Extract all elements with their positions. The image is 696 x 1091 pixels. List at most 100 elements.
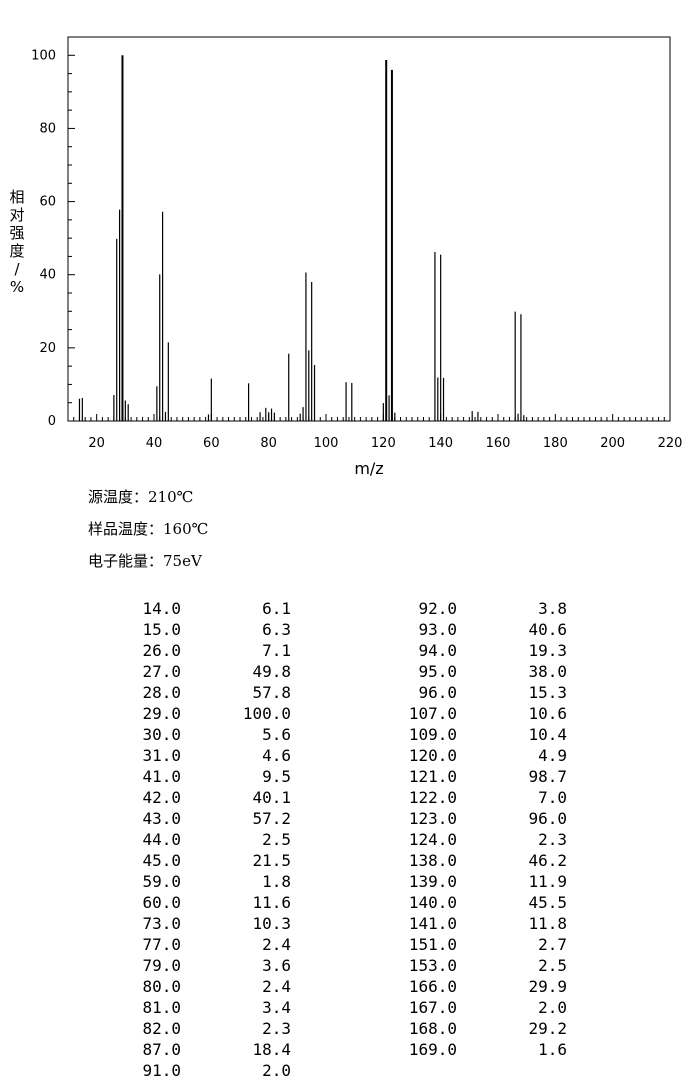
peak-table-row: 30.0 5.6 <box>0 724 300 745</box>
peak-table-row: 77.0 2.4 <box>0 934 300 955</box>
peak-table-row: 60.0 11.6 <box>0 892 300 913</box>
abundance-value: 3.8 <box>538 599 567 618</box>
mz-value: 28.0 <box>142 683 181 702</box>
sample-temperature: 样品温度：160℃ <box>88 520 209 538</box>
peak-table-row: 138.0 46.2 <box>0 850 600 871</box>
peak-table-row: 91.0 2.0 <box>0 1060 300 1081</box>
mz-value: 153.0 <box>408 956 457 975</box>
x-tick-label: 220 <box>658 436 683 451</box>
peak-table-row: 120.0 4.9 <box>0 745 600 766</box>
abundance-value: 46.2 <box>528 851 567 870</box>
y-tick-label: 0 <box>48 414 56 429</box>
mz-value: 124.0 <box>408 830 457 849</box>
y-tick-label: 20 <box>39 341 56 356</box>
abundance-value: 96.0 <box>528 809 567 828</box>
peak-table-row: 28.0 57.8 <box>0 682 300 703</box>
abundance-value: 2.5 <box>262 830 291 849</box>
abundance-value: 2.7 <box>538 935 567 954</box>
x-axis-label: m/z <box>354 459 383 478</box>
mz-value: 14.0 <box>142 599 181 618</box>
mz-value: 73.0 <box>142 914 181 933</box>
abundance-value: 4.6 <box>262 746 291 765</box>
abundance-value: 15.3 <box>528 683 567 702</box>
peak-table-row: 27.0 49.8 <box>0 661 300 682</box>
peak-table-row: 123.0 96.0 <box>0 808 600 829</box>
abundance-value: 11.8 <box>528 914 567 933</box>
mz-value: 169.0 <box>408 1040 457 1059</box>
mass-spectrum-chart: 20 40 60 80 100 120 140 160 180 200 220 0 20 40 60 80 10… <box>31 36 683 478</box>
abundance-value: 11.6 <box>252 893 291 912</box>
peak-table-row: 44.0 2.5 <box>0 829 300 850</box>
abundance-value: 10.6 <box>528 704 567 723</box>
peak-table-right: 92.0 3.8 93.0 40.6 94.0 19.3 95.0 38.0 96.0 15.3 1… <box>0 598 600 1060</box>
abundance-value: 2.0 <box>262 1061 291 1080</box>
peak-table-row: 96.0 15.3 <box>0 682 600 703</box>
abundance-value: 1.8 <box>262 872 291 891</box>
abundance-value: 57.8 <box>252 683 291 702</box>
mz-value: 91.0 <box>142 1061 181 1080</box>
abundance-value: 4.9 <box>538 746 567 765</box>
abundance-value: 5.6 <box>262 725 291 744</box>
source-temperature: 源温度：210℃ <box>88 488 194 506</box>
mz-value: 120.0 <box>408 746 457 765</box>
mz-value: 107.0 <box>408 704 457 723</box>
x-tick-label: 20 <box>88 436 105 451</box>
mz-value: 96.0 <box>418 683 457 702</box>
y-axis-label-char: 强 <box>9 224 25 242</box>
electron-energy: 电子能量：75eV <box>88 552 202 570</box>
mz-value: 44.0 <box>142 830 181 849</box>
mz-value: 41.0 <box>142 767 181 786</box>
mz-value: 80.0 <box>142 977 181 996</box>
abundance-value: 2.4 <box>262 977 291 996</box>
peak-table-row: 94.0 19.3 <box>0 640 600 661</box>
abundance-value: 57.2 <box>252 809 291 828</box>
peak-table-row: 79.0 3.6 <box>0 955 300 976</box>
abundance-value: 7.0 <box>538 788 567 807</box>
mz-value: 168.0 <box>408 1019 457 1038</box>
mz-value: 30.0 <box>142 725 181 744</box>
peak-table-row: 95.0 38.0 <box>0 661 600 682</box>
peak-table-row: 31.0 4.6 <box>0 745 300 766</box>
peak-table-row: 122.0 7.0 <box>0 787 600 808</box>
peak-table-row: 81.0 3.4 <box>0 997 300 1018</box>
mz-value: 27.0 <box>142 662 181 681</box>
peak-table-row: 151.0 2.7 <box>0 934 600 955</box>
peak-table-row: 166.0 29.9 <box>0 976 600 997</box>
abundance-value: 10.4 <box>528 725 567 744</box>
peak-table-row: 14.0 6.1 <box>0 598 300 619</box>
peak-table-left: 14.0 6.1 15.0 6.3 26.0 7.1 27.0 49.8 28.0 57.8 29.… <box>0 598 300 1081</box>
mz-value: 92.0 <box>418 599 457 618</box>
peak-table-row: 42.0 40.1 <box>0 787 300 808</box>
mz-value: 94.0 <box>418 641 457 660</box>
abundance-value: 29.2 <box>528 1019 567 1038</box>
abundance-value: 2.3 <box>538 830 567 849</box>
abundance-value: 49.8 <box>252 662 291 681</box>
abundance-value: 9.5 <box>262 767 291 786</box>
mz-value: 15.0 <box>142 620 181 639</box>
x-tick-label: 140 <box>428 436 453 451</box>
mz-value: 151.0 <box>408 935 457 954</box>
mz-value: 123.0 <box>408 809 457 828</box>
mz-value: 79.0 <box>142 956 181 975</box>
peak-table-row: 45.0 21.5 <box>0 850 300 871</box>
peak-table-row: 169.0 1.6 <box>0 1039 600 1060</box>
peak-table-row: 109.0 10.4 <box>0 724 600 745</box>
abundance-value: 100.0 <box>242 704 291 723</box>
x-tick-label: 40 <box>146 436 163 451</box>
peak-table-row: 41.0 9.5 <box>0 766 300 787</box>
y-axis-label-char: 对 <box>9 206 25 224</box>
abundance-value: 40.1 <box>252 788 291 807</box>
peak-table-row: 26.0 7.1 <box>0 640 300 661</box>
peak-table-row: 29.0 100.0 <box>0 703 300 724</box>
peak-table-row: 121.0 98.7 <box>0 766 600 787</box>
abundance-value: 19.3 <box>528 641 567 660</box>
abundance-value: 38.0 <box>528 662 567 681</box>
peak-table-row: 167.0 2.0 <box>0 997 600 1018</box>
x-tick-label: 60 <box>203 436 220 451</box>
abundance-value: 2.4 <box>262 935 291 954</box>
mz-value: 166.0 <box>408 977 457 996</box>
peak-table-row: 80.0 2.4 <box>0 976 300 997</box>
y-axis-label-char: % <box>9 278 25 296</box>
mz-value: 139.0 <box>408 872 457 891</box>
mz-value: 87.0 <box>142 1040 181 1059</box>
